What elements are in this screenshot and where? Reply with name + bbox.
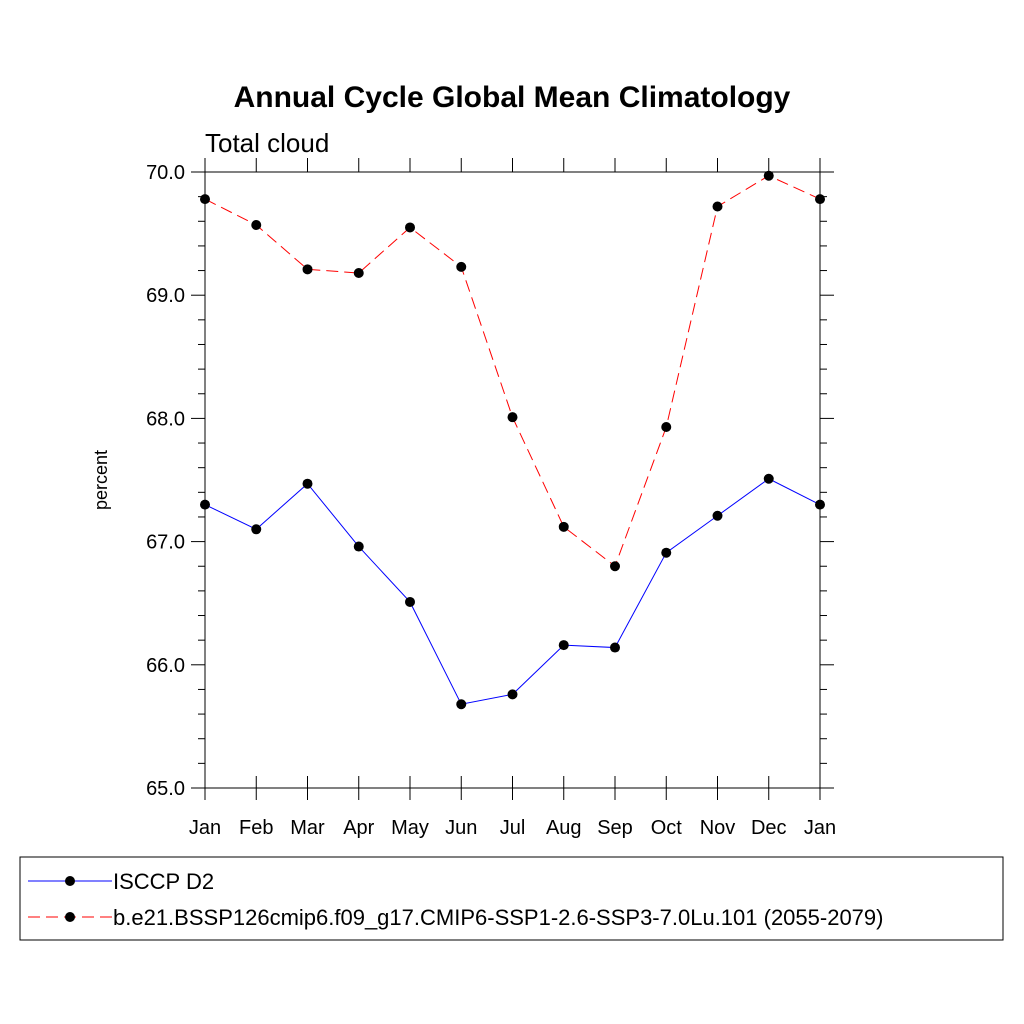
series-2-point [456,261,467,272]
series-1-point [251,524,262,535]
series-1-point [353,541,364,552]
legend-label-2: b.e21.BSSP126cmip6.f09_g17.CMIP6-SSP1-2.… [113,905,883,930]
series-1-point [558,640,569,651]
legend: ISCCP D2 b.e21.BSSP126cmip6.f09_g17.CMIP6… [28,869,883,930]
series-1-point [661,547,672,558]
x-tick-label: Aug [546,817,582,839]
series-2-point [353,268,364,279]
series-2-point [763,170,774,181]
x-tick-label: Sep [597,817,633,839]
x-tick-label: Jan [189,817,221,839]
series-2-point [558,521,569,532]
series-2-point [610,561,620,572]
x-tick-label: Dec [751,817,787,839]
series-line-2 [204,175,821,568]
series-2-point [302,264,313,275]
x-tick-label: Apr [343,817,374,839]
series-2-point [200,194,210,205]
series-1-point [763,473,774,484]
series-1-point [405,596,415,607]
legend-marker-2 [65,912,75,922]
x-tick-label: May [391,817,429,839]
series-1-point [456,699,467,710]
series-1-point [507,689,518,700]
series-2-point [251,219,262,230]
series-1-point [712,510,723,521]
y-axis-label: percent [91,450,111,510]
series-1-point [815,499,825,510]
legend-marker-1 [65,876,75,886]
x-tick-label: Jun [445,817,477,839]
series-1-point [200,499,210,510]
x-tick-label: Nov [700,817,736,839]
x-tick-label: Jan [804,817,836,839]
series-2-point [507,412,518,423]
axis-ticks: Jan Feb Mar Apr May Jun Jul Aug Sep Oct Nov Dec Jan6… [146,158,836,839]
chart-subtitle: Total cloud [205,128,329,158]
x-tick-label: Oct [651,817,683,839]
chart-title: Annual Cycle Global Mean Climatology [234,81,791,114]
x-tick-label: Mar [290,817,325,839]
y-tick-label: 65.0 [146,778,185,800]
series-1-point [610,642,620,653]
legend-box [19,856,1004,941]
legend-label-1: ISCCP D2 [113,869,214,894]
y-tick-label: 70.0 [146,162,185,184]
y-tick-label: 68.0 [146,408,185,430]
series-layer [200,170,825,710]
y-tick-label: 66.0 [146,655,185,677]
series-line-1 [204,478,821,705]
series-2-point [815,194,825,205]
x-tick-label: Feb [239,817,273,839]
x-tick-label: Jul [500,817,526,839]
series-1-point [302,478,313,489]
series-2-point [661,422,672,433]
series-2-point [712,201,723,212]
y-tick-label: 67.0 [146,532,185,554]
y-tick-label: 69.0 [146,285,185,307]
series-2-point [405,222,415,233]
